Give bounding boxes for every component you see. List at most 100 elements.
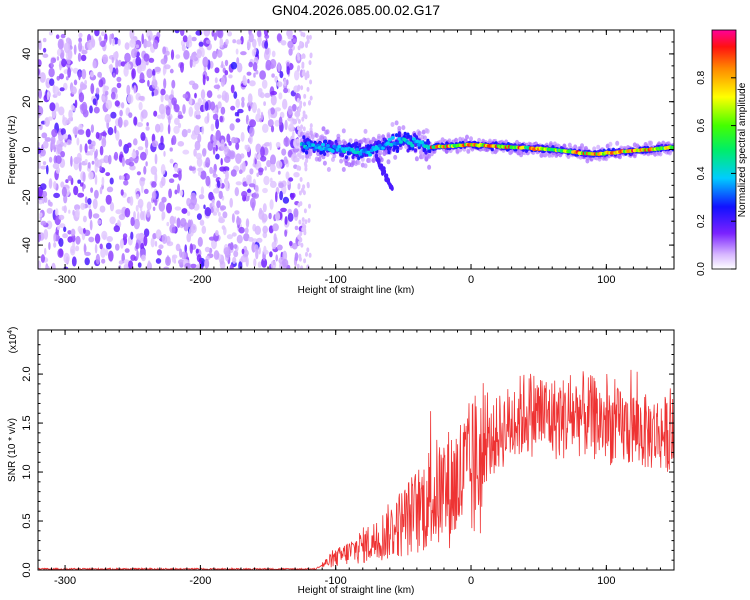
noise-cell <box>152 39 159 50</box>
noise-cell <box>116 82 122 89</box>
signal-band-cell <box>355 141 359 146</box>
noise-cell <box>194 140 201 151</box>
noise-cell <box>121 156 125 167</box>
signal-halo-cell <box>363 163 368 169</box>
noise-cell <box>118 260 124 265</box>
noise-cell <box>202 74 206 86</box>
noise-cell <box>213 84 221 90</box>
noise-cell <box>294 110 301 118</box>
signal-core-cell <box>377 143 382 148</box>
noise-cell <box>152 233 157 240</box>
noise-cell <box>143 53 150 62</box>
noise-cell <box>248 134 253 145</box>
noise-cell <box>264 47 270 55</box>
noise-edge-cell <box>298 235 302 241</box>
noise-cell <box>202 56 209 68</box>
noise-cell <box>195 30 203 36</box>
noise-cell <box>278 116 283 126</box>
noise-edge-cell <box>308 252 312 258</box>
noise-cell <box>158 201 165 212</box>
noise-cell <box>264 40 269 49</box>
noise-cell <box>72 126 80 136</box>
noise-cell <box>204 101 209 112</box>
snr-multiplier-close: ) <box>8 327 19 330</box>
noise-cell <box>233 91 238 99</box>
noise-edge-cell <box>303 101 306 107</box>
noise-cell <box>234 210 240 215</box>
noise-edge-cell <box>297 45 301 51</box>
signal-halo-cell <box>356 160 361 166</box>
noise-cell <box>44 247 47 256</box>
noise-cell <box>270 125 275 133</box>
noise-cell <box>103 85 109 91</box>
noise-edge-cell <box>296 52 300 58</box>
noise-cell <box>249 126 255 137</box>
noise-cell <box>78 32 83 38</box>
noise-edge-cell <box>304 219 308 225</box>
signal-core-cell <box>376 146 381 151</box>
noise-edge-cell <box>302 126 306 132</box>
noise-cell <box>92 60 97 69</box>
signal-halo-cell <box>299 131 304 137</box>
noise-edge-cell <box>303 224 307 230</box>
noise-cell <box>59 73 64 80</box>
snr-plot-area <box>38 330 674 570</box>
noise-cell <box>234 187 239 197</box>
chart-title: GN04.2026.085.00.02.G17 <box>272 2 440 18</box>
signal-band-cell <box>397 133 401 138</box>
noise-cell <box>40 220 47 226</box>
noise-cell <box>40 183 47 191</box>
noise-cell <box>161 176 166 187</box>
signal-halo-cell <box>548 141 553 147</box>
noise-cell <box>267 119 274 128</box>
signal-halo-cell <box>377 135 381 141</box>
noise-cell <box>38 260 41 269</box>
noise-cell <box>264 142 271 147</box>
noise-cell <box>60 52 64 60</box>
noise-edge-cell <box>301 154 305 160</box>
noise-cell <box>130 231 134 240</box>
noise-cell <box>154 240 158 247</box>
noise-cell <box>246 39 251 50</box>
noise-cell <box>77 52 82 62</box>
noise-cell <box>115 209 122 215</box>
colorbar-tick-label: 0.6 <box>696 118 707 132</box>
noise-cell <box>245 218 250 228</box>
noise-cell <box>51 128 58 138</box>
noise-cell <box>213 188 220 194</box>
noise-cell <box>133 116 138 126</box>
noise-cell <box>38 199 43 205</box>
noise-cell <box>212 211 218 216</box>
snr-y-tick-label: 0.5 <box>21 513 33 528</box>
noise-cell <box>181 44 186 52</box>
noise-cell <box>105 242 112 250</box>
noise-cell <box>101 31 105 37</box>
signal-halo-cell <box>425 128 430 134</box>
noise-cell <box>50 58 54 68</box>
noise-edge-cell <box>300 265 304 269</box>
noise-cell <box>124 52 131 63</box>
noise-cell <box>118 139 123 147</box>
colorbar-tick-label: 0.2 <box>696 214 707 228</box>
noise-cell <box>276 160 283 169</box>
signal-halo-cell <box>386 159 391 165</box>
noise-edge-cell <box>298 253 302 259</box>
noise-cell <box>63 252 70 264</box>
noise-cell <box>119 109 123 117</box>
noise-cell <box>138 101 143 111</box>
signal-band-cell <box>403 131 407 136</box>
noise-cell <box>60 128 66 136</box>
noise-cell <box>84 159 88 164</box>
noise-cell <box>94 30 100 37</box>
noise-cell <box>180 30 185 36</box>
noise-cell <box>105 194 112 205</box>
noise-edge-cell <box>304 163 308 169</box>
noise-cell <box>236 62 243 73</box>
noise-cell <box>151 140 159 148</box>
noise-cell <box>255 143 262 154</box>
noise-cell <box>162 46 167 55</box>
signal-halo-cell <box>317 156 322 162</box>
noise-cell <box>270 163 276 173</box>
signal-core-cell <box>368 153 373 157</box>
